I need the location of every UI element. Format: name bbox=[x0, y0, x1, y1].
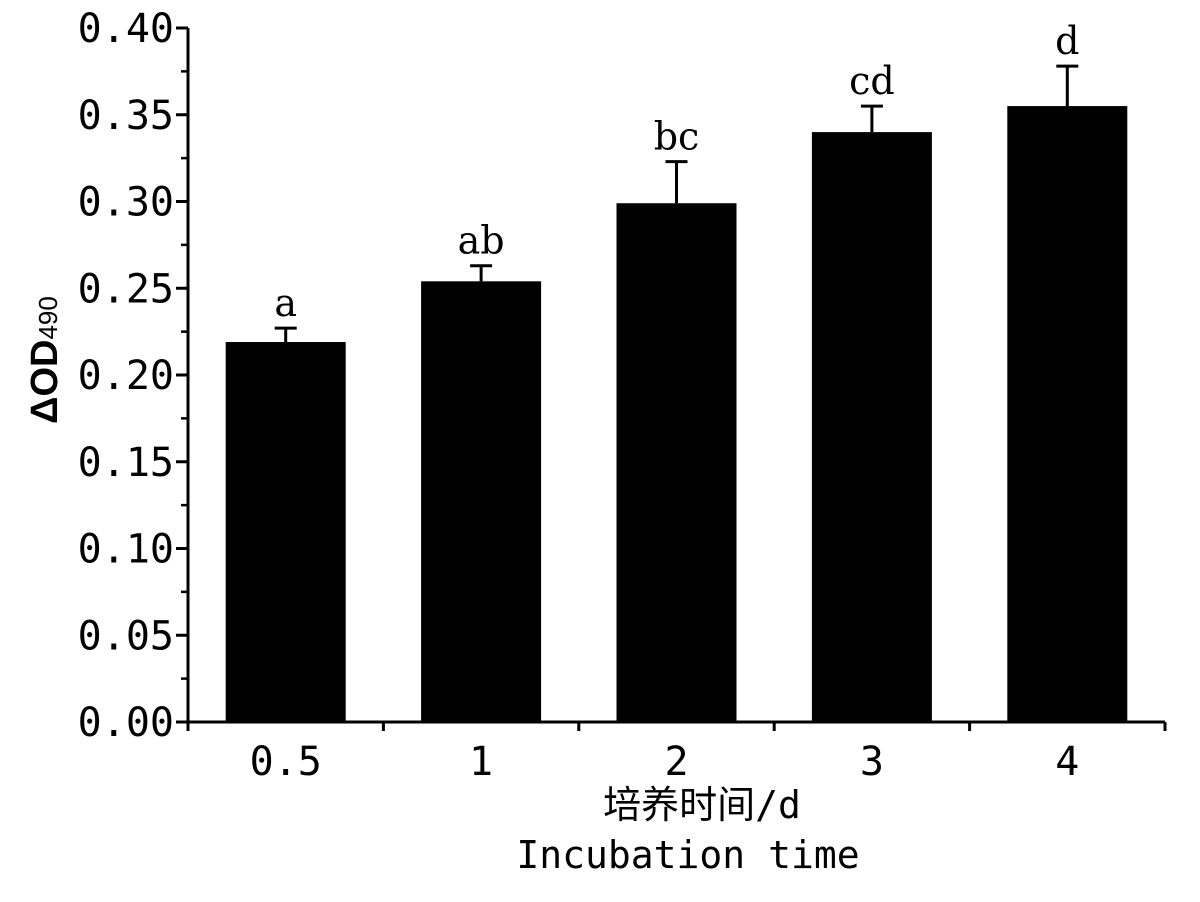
y-tick-label: 0.20 bbox=[78, 353, 174, 399]
y-axis-title-subscript: 490 bbox=[33, 296, 63, 339]
y-tick-label: 0.40 bbox=[78, 6, 174, 52]
y-ticks-layer: 0.00 0.05 0.10 0.15 0.20 0.25 0.30 0.35 0.40 bbox=[78, 6, 188, 746]
y-tick-label: 0.30 bbox=[78, 180, 174, 226]
error-bars-layer bbox=[274, 64, 1079, 343]
bar bbox=[225, 342, 346, 722]
x-axis-title-line-2: Incubation time bbox=[516, 833, 859, 877]
significance-label: bc bbox=[654, 115, 700, 159]
significance-label: a bbox=[274, 281, 297, 325]
significance-label: d bbox=[1055, 19, 1079, 63]
bars-layer bbox=[225, 106, 1128, 723]
y-tick-label: 0.10 bbox=[78, 527, 174, 573]
significance-label: ab bbox=[458, 219, 505, 263]
y-tick-label: 0.35 bbox=[78, 93, 174, 139]
x-tick-label: 4 bbox=[1055, 739, 1079, 785]
y-axis-title: ΔOD490 bbox=[24, 296, 66, 424]
x-ticks-layer: 0.5 1 2 3 4 bbox=[186, 722, 1167, 785]
x-tick-label: 0.5 bbox=[250, 739, 322, 785]
bar bbox=[1007, 106, 1128, 722]
bar bbox=[616, 203, 737, 723]
significance-labels-layer: a ab bc cd d bbox=[274, 19, 1079, 325]
y-tick-label: 0.00 bbox=[78, 700, 174, 746]
x-axis-title-line-1: 培养时间/d bbox=[603, 783, 801, 827]
y-tick-label: 0.15 bbox=[78, 440, 174, 486]
x-tick-label: 2 bbox=[664, 739, 688, 785]
x-tick-label: 3 bbox=[860, 739, 884, 785]
bar bbox=[811, 132, 932, 723]
y-axis-title-main: ΔOD bbox=[24, 340, 66, 424]
significance-label: cd bbox=[849, 59, 895, 103]
x-tick-label: 1 bbox=[469, 739, 493, 785]
y-tick-label: 0.25 bbox=[78, 266, 174, 312]
bar bbox=[421, 281, 542, 722]
y-tick-label: 0.05 bbox=[78, 613, 174, 659]
